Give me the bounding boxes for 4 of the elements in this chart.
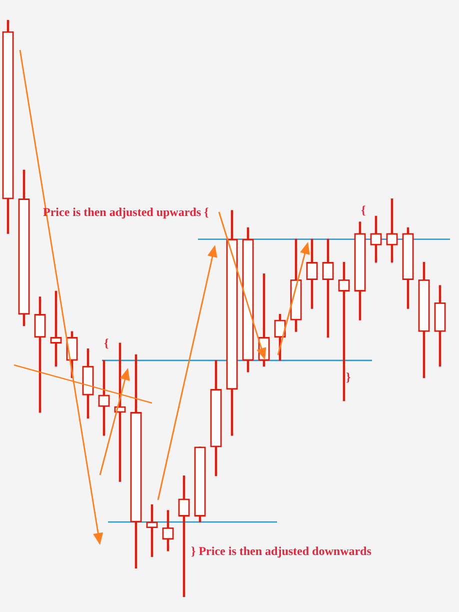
annotation: { [361,203,366,217]
annotation: { [104,336,109,350]
annotation: } Price is then adjusted downwards [191,544,372,558]
annotation: } [346,370,351,384]
